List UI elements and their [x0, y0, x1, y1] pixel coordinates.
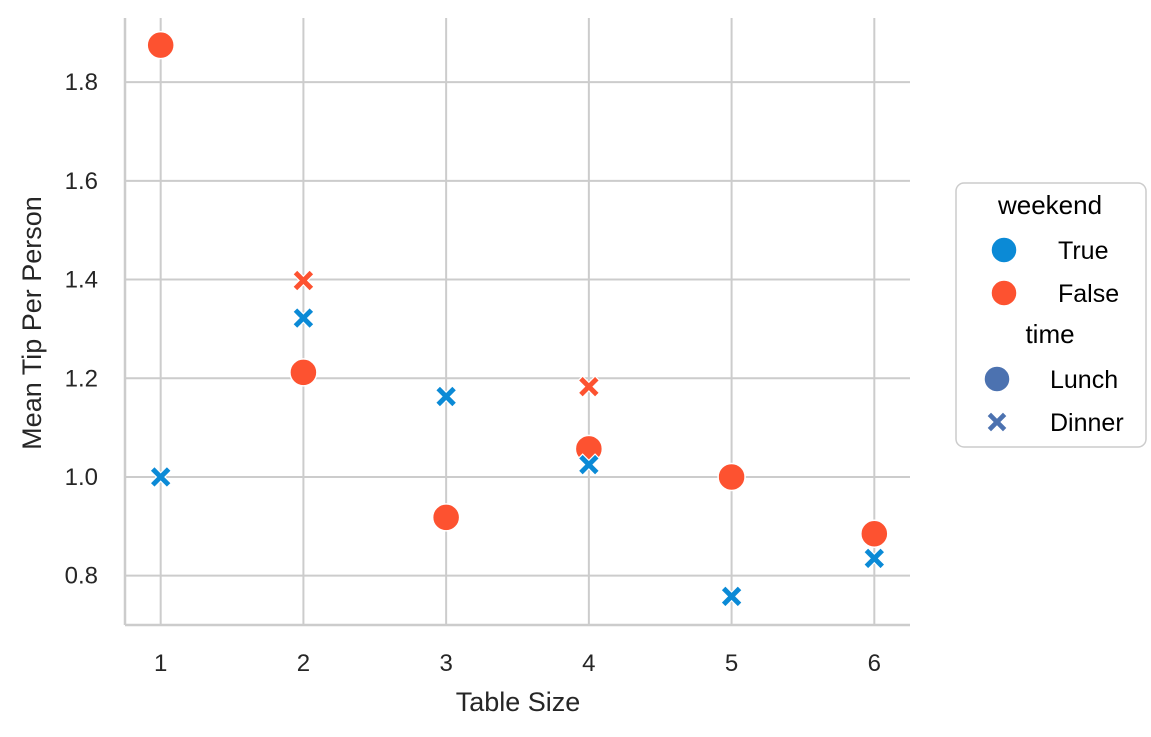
legend-label-false: False [1058, 280, 1119, 308]
legend-label-dinner: Dinner [1050, 409, 1124, 437]
legend-frame [955, 182, 1147, 448]
y-tick-label: 1.6 [65, 168, 98, 195]
legend-style-items: Lunch Dinner [983, 365, 1124, 437]
legend: weekend True False time Lunch Dinner [955, 182, 1147, 448]
x-tick-label: 4 [582, 650, 595, 677]
y-axis-title: Mean Tip Per Person [17, 196, 47, 450]
point-dinner-weekend-true [577, 453, 601, 476]
y-tick-label: 1.4 [65, 267, 98, 294]
x-tick-label: 2 [297, 650, 310, 677]
point-dinner-weekend-true [720, 584, 743, 608]
legend-marker-lunch [983, 365, 1011, 393]
point-dinner-weekend-false [292, 269, 315, 292]
x-axis-title: Table Size [456, 687, 581, 717]
point-lunch-weekend-false [860, 519, 889, 548]
legend-hue-title: weekend [997, 190, 1102, 220]
legend-marker-dinner [986, 411, 1008, 433]
point-lunch-weekend-false [146, 30, 175, 60]
point-dinner-weekend-true [292, 306, 315, 330]
legend-style-title: time [1025, 319, 1074, 349]
legend-label-true: True [1058, 237, 1108, 265]
point-lunch-weekend-false [431, 503, 461, 532]
point-dinner-weekend-true [862, 546, 886, 570]
y-tick-labels: 0.8 1.0 1.2 1.4 1.6 1.8 [65, 69, 98, 589]
legend-label-lunch: Lunch [1050, 366, 1118, 394]
x-tick-label: 1 [154, 650, 167, 677]
legend-marker-true [990, 236, 1018, 264]
legend-marker-false [990, 279, 1018, 307]
point-lunch-weekend-false [717, 462, 746, 492]
data-points [146, 30, 889, 608]
x-tick-label: 3 [439, 650, 452, 677]
y-tick-label: 1.8 [65, 69, 98, 96]
y-tick-label: 1.2 [65, 365, 98, 392]
y-tick-label: 1.0 [65, 464, 98, 491]
y-tick-label: 0.8 [65, 563, 98, 590]
point-dinner-weekend-true [434, 385, 458, 408]
legend-hue-items: True False [990, 236, 1119, 308]
x-tick-label: 6 [868, 650, 881, 677]
grid-lines [125, 18, 910, 625]
point-dinner-weekend-false [577, 375, 601, 399]
axes [123, 18, 910, 627]
point-dinner-weekend-true [149, 465, 173, 489]
x-tick-label: 5 [725, 650, 738, 677]
point-lunch-weekend-false [289, 358, 318, 387]
x-tick-labels: 1 2 3 4 5 6 [154, 650, 881, 677]
